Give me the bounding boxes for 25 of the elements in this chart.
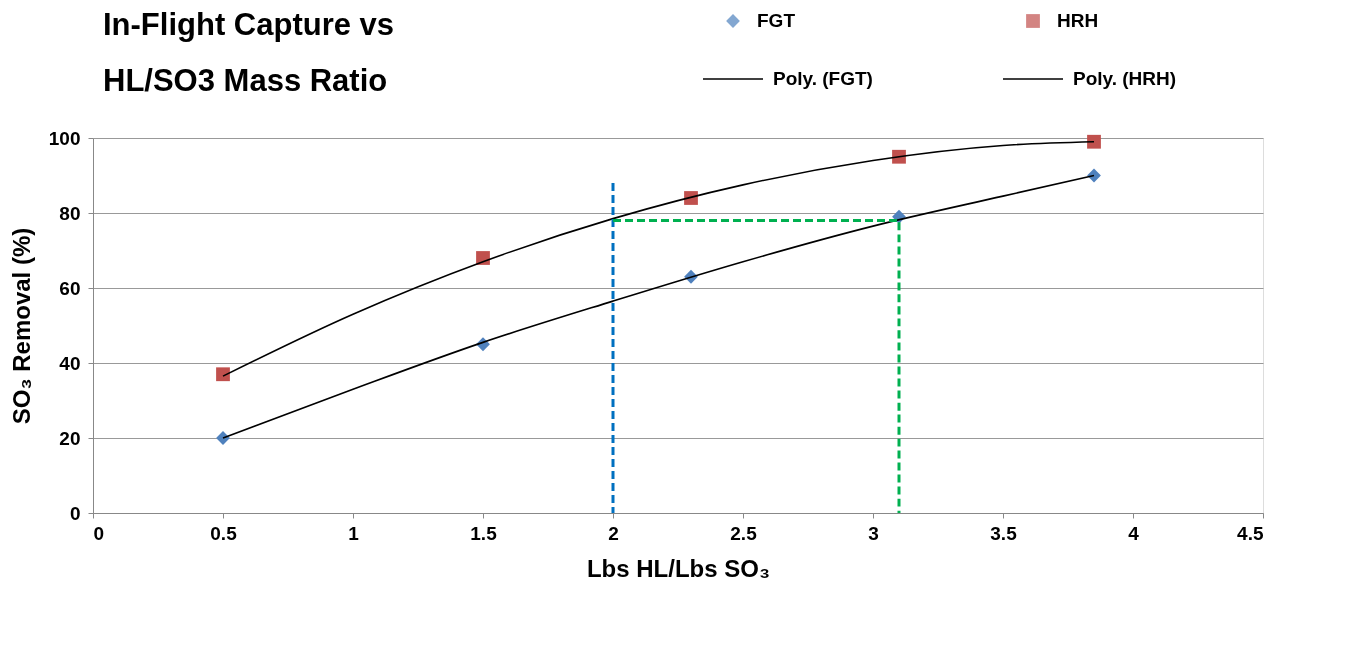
x-axis-title: Lbs HL/Lbs SO₃: [586, 554, 771, 582]
y-axis-title: SO₃ Removal (%): [7, 227, 35, 425]
y-tick-label: 80: [59, 202, 81, 224]
x-tick-label: 0.5: [210, 522, 238, 544]
x-tick-label: 2.5: [730, 522, 758, 544]
y-tick-label: 20: [59, 427, 81, 449]
x-tick-label: 3.5: [990, 522, 1018, 544]
legend-label: Poly. (FGT): [773, 68, 873, 89]
y-tick-label: 100: [48, 127, 81, 149]
x-tick-label: 1: [348, 522, 360, 544]
chart-title: In-Flight Capture vs HL/SO3 Mass Ratio: [103, 7, 395, 98]
x-tick-label: 0: [93, 522, 105, 544]
y-tick-label: 0: [69, 502, 81, 524]
x-tick-label: 1.5: [470, 522, 498, 544]
x-tick-label: 4: [1128, 522, 1140, 544]
point: [216, 367, 230, 382]
y-tick-label: 40: [59, 352, 81, 374]
legend-label: HRH: [1057, 10, 1099, 31]
x-tick-label: 4.5: [1237, 522, 1264, 544]
x-tick-label: 3: [868, 522, 879, 544]
point: [1087, 134, 1101, 149]
legend-label: FGT: [757, 10, 796, 31]
y-tick-label: 60: [59, 277, 81, 299]
legend-label: Poly. (HRH): [1073, 68, 1177, 89]
x-tick-label: 2: [608, 522, 619, 544]
